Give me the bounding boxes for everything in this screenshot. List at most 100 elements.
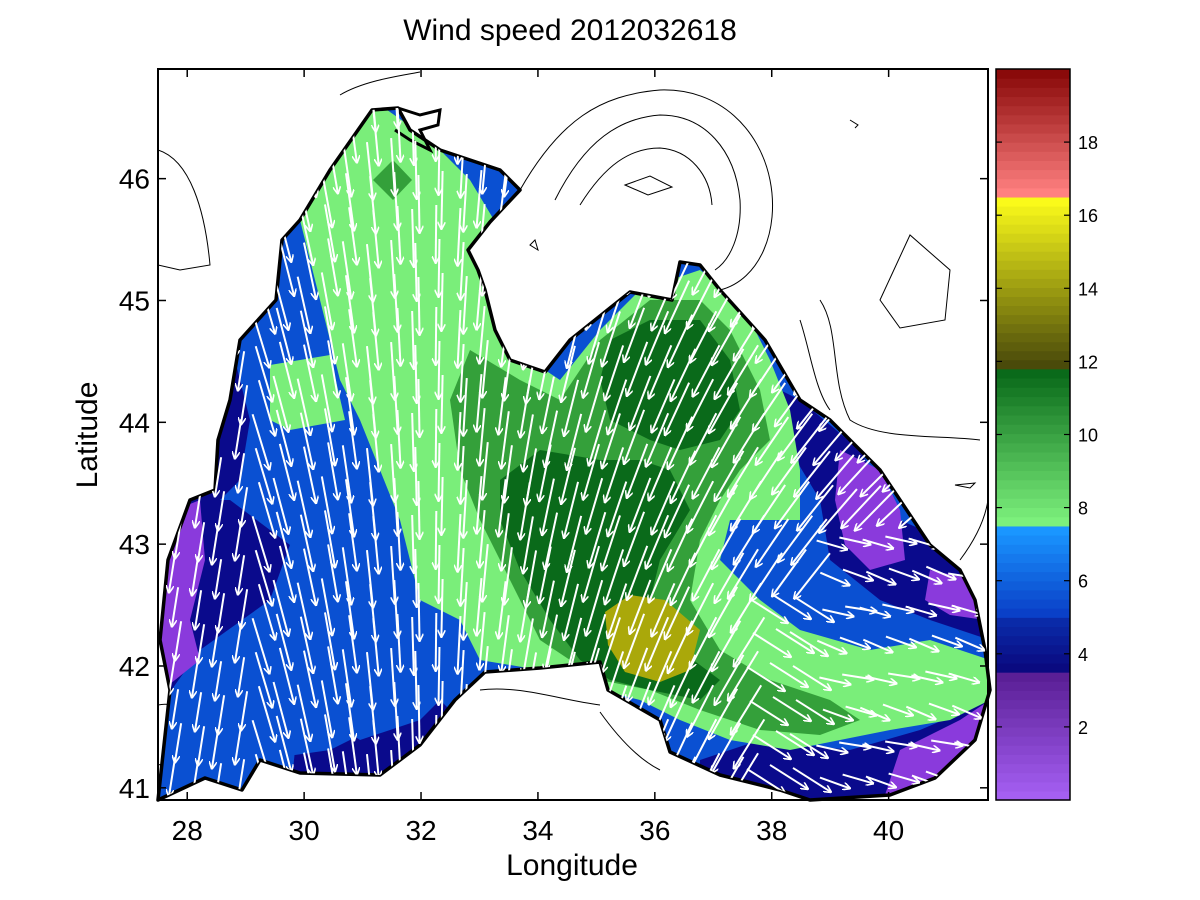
wind-arrow [839,741,871,747]
wind-arrow [728,446,759,497]
colorbar-swatch [996,123,1070,134]
wind-arrow [254,651,273,708]
wind-arrow [564,379,580,436]
wind-arrow [299,616,313,674]
wind-arrow [789,631,828,656]
wind-arrow [545,410,559,468]
wind-arrow [238,555,246,595]
wind-arrow [372,108,378,166]
wind-arrow [344,173,354,230]
wind-arrow [954,636,984,651]
wind-arrow [649,548,673,602]
wind-arrow [501,513,510,571]
wind-arrow [344,275,354,332]
wind-arrow [272,375,289,432]
colorbar-swatch [996,617,1070,627]
y-tick-label: 45 [119,285,150,316]
wind-arrow [842,773,874,784]
x-axis-label: Longitude [506,849,638,882]
wind-arrow [175,723,183,763]
wind-arrow [397,307,400,366]
wind-arrow [439,340,440,399]
wind-arrow [772,548,807,597]
wind-arrow [756,518,790,567]
wind-arrow [278,545,294,602]
wind-arrow [482,442,489,500]
colorbar-swatch [996,359,1070,370]
wind-arrow [842,568,873,581]
colorbar-swatch [996,571,1070,582]
wind-arrow [257,379,275,436]
wind-arrow [687,276,715,329]
wind-arrow [275,613,292,670]
wind-arrow [299,412,313,470]
wind-arrow [397,108,400,162]
colorbar-swatch [996,763,1070,774]
wind-arrow [439,646,440,705]
wind-arrow [501,615,510,673]
wind-arrow [885,740,917,746]
wind-arrow [302,242,316,300]
wind-arrow [348,513,357,570]
wind-arrow [859,606,891,617]
wind-arrow [441,578,442,637]
wind-arrow [608,379,628,435]
wind-arrow [296,582,311,640]
wind-arrow [646,514,670,569]
wind-arrow [477,170,483,228]
wind-arrow [687,582,715,635]
wind-arrow [344,581,354,638]
wind-arrow [463,173,468,232]
colorbar-swatch [996,105,1070,116]
wind-arrow [589,511,607,568]
colorbar-swatch [996,470,1070,481]
wind-arrow [627,545,649,600]
wind-arrow [665,382,691,436]
wind-arrow [299,208,313,266]
wind-arrow [728,650,759,701]
colorbar-swatch [996,87,1070,98]
wind-arrow [564,481,580,538]
wind-arrow [212,627,220,667]
wind-arrow [323,612,335,669]
y-tick-label: 43 [119,529,150,560]
wind-arrow [482,544,489,602]
colorbar-swatch [996,442,1070,453]
wind-arrow [418,276,419,335]
wind-arrow [415,650,416,709]
wind-arrow [752,734,791,759]
wind-arrow [296,684,311,742]
wind-arrow [931,739,963,745]
wind-arrow [460,445,463,504]
colorbar-tick-label: 10 [1078,426,1098,446]
wind-arrow [344,479,354,536]
wind-arrow [794,450,831,497]
wind-arrow [254,345,273,402]
colorbar-tick-label: 12 [1078,352,1098,372]
colorbar-swatch [996,653,1070,664]
wind-arrow [323,714,335,771]
wind-arrow [822,608,853,617]
colorbar-tick-label: 2 [1078,718,1088,738]
wind-arrow [439,442,440,501]
wind-arrow [905,705,935,720]
wind-arrow [441,170,442,229]
wind-arrow [463,377,468,436]
wind-arrow [775,730,814,755]
colorbar-swatch [996,690,1070,701]
wind-arrow [797,484,834,530]
wind-arrow [646,310,670,365]
colorbar-swatch [996,479,1070,490]
wind-arrow [441,476,442,535]
colorbar-swatch [996,562,1070,573]
wind-arrow [589,409,607,466]
wind-arrow [772,696,811,721]
wind-arrow [605,447,625,502]
wind-arrow [542,478,555,536]
wind-arrow [218,695,226,735]
x-tick-label: 32 [405,815,436,846]
x-tick-label: 36 [639,815,670,846]
wind-arrow [888,567,919,580]
colorbar-tick-label: 4 [1078,645,1088,665]
wind-arrow [756,416,790,465]
